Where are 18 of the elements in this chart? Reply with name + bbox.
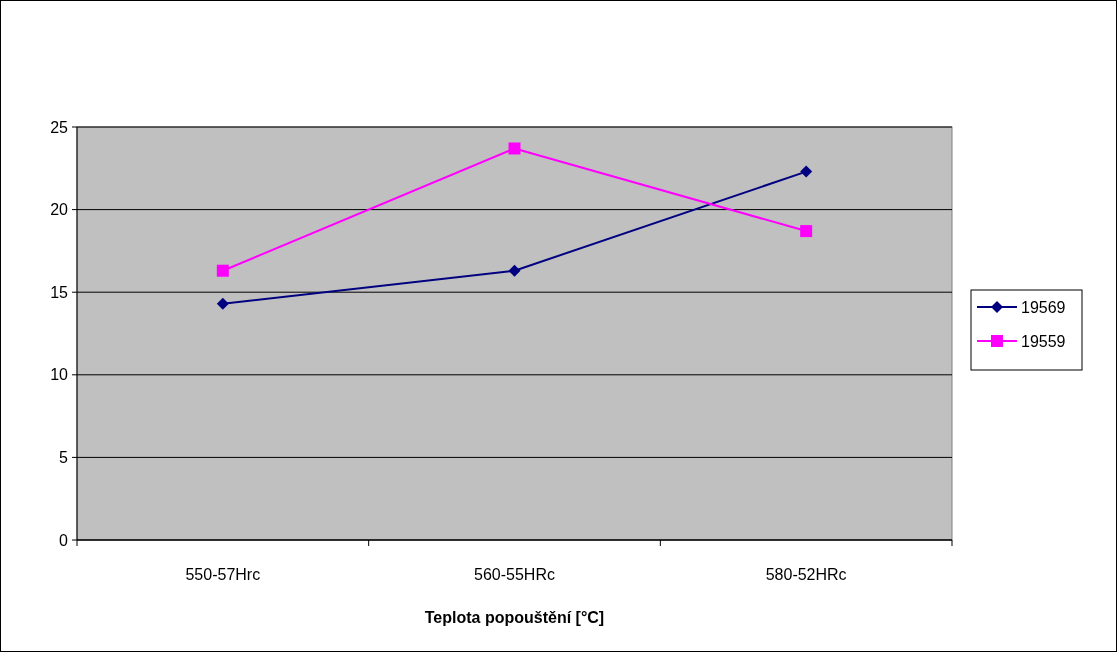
y-tick-label: 0 [59, 531, 69, 549]
legend-label: 19559 [1021, 332, 1066, 350]
point [508, 142, 521, 155]
y-tick-label: 25 [50, 118, 69, 136]
x-tick-label: 580-52HRc [765, 566, 847, 583]
point [216, 264, 229, 277]
x-axis-title: Teplota popouštění [°C] [424, 609, 605, 626]
point [216, 297, 229, 310]
x-tick-label: 560-55HRc [474, 566, 555, 583]
y-tick-label: 5 [59, 449, 69, 466]
point [508, 264, 521, 277]
y-tick-label: 10 [50, 366, 69, 384]
point [800, 225, 813, 238]
legend-label: 19569 [1021, 298, 1066, 316]
point [800, 165, 813, 178]
y-tick-label: 15 [50, 283, 69, 301]
x-tick-label: 550-57Hrc [185, 566, 261, 583]
y-tick-label: 20 [50, 201, 69, 219]
